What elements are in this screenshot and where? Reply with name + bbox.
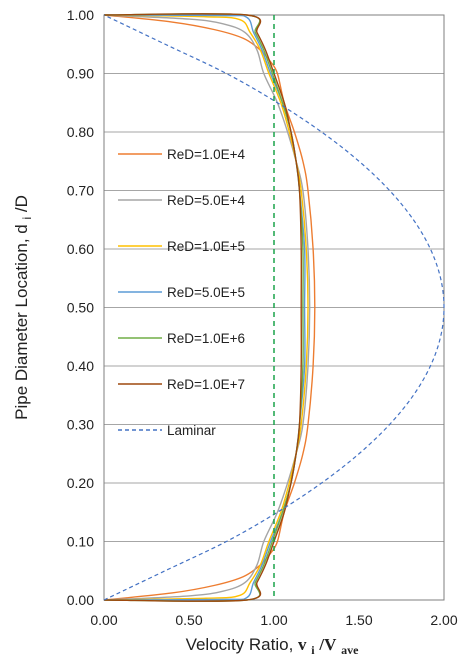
series-line-6 <box>103 14 445 601</box>
y-tick-label: 0.30 <box>67 417 94 433</box>
y-tick-label: 0.00 <box>67 592 94 608</box>
series-line-1 <box>103 14 311 601</box>
x-axis-title-sub1: i <box>311 643 315 657</box>
x-axis-title-sub2: ave <box>341 643 359 657</box>
x-axis-title: Velocity Ratio, v i /V ave <box>186 635 360 658</box>
legend-label-1: ReD=5.0E+4 <box>167 193 246 208</box>
y-tick-label: 1.00 <box>67 7 94 23</box>
series-line-2 <box>103 14 309 601</box>
y-tick-label: 0.40 <box>67 358 94 374</box>
series-line-3 <box>103 14 306 601</box>
series-line-4 <box>103 12 304 602</box>
y-tick-label: 0.50 <box>67 300 94 316</box>
x-tick-label: 1.50 <box>345 612 372 628</box>
legend-label-4: ReD=1.0E+6 <box>167 331 245 346</box>
y-tick-label: 0.90 <box>67 66 94 82</box>
y-tick-label: 0.20 <box>67 475 94 491</box>
series-lines <box>103 12 445 602</box>
y-axis-title-main: Pipe Diameter Location, d <box>12 224 31 420</box>
legend-label-3: ReD=5.0E+5 <box>167 285 245 300</box>
x-tick-label: 0.50 <box>175 612 202 628</box>
x-tick-label: 2.00 <box>430 612 457 628</box>
legend: ReD=1.0E+4 ReD=5.0E+4 ReD=1.0E+5 ReD=5.0E+5… <box>118 147 246 438</box>
legend-label-5: ReD=1.0E+7 <box>167 377 245 392</box>
y-tick-label: 0.70 <box>67 183 94 199</box>
y-axis-title-sub: i <box>20 217 34 220</box>
x-axis-title-slash: /V <box>318 635 337 654</box>
y-axis-title: Pipe Diameter Location, d i /D <box>12 195 35 420</box>
x-tick-label: 0.00 <box>90 612 117 628</box>
legend-label-2: ReD=1.0E+5 <box>167 239 245 254</box>
y-tick-label: 0.10 <box>67 534 94 550</box>
x-tick-label: 1.00 <box>260 612 287 628</box>
legend-label-6: Laminar <box>167 423 216 438</box>
legend-label-0: ReD=1.0E+4 <box>167 147 246 162</box>
y-axis-title-tail: /D <box>12 195 31 212</box>
series-line-5 <box>103 12 303 602</box>
y-tick-label: 0.60 <box>67 241 94 257</box>
y-tick-label: 0.80 <box>67 124 94 140</box>
tick-labels: 0.00 0.10 0.20 0.30 0.40 0.50 0.60 0.70 0.80 0.90… <box>67 7 458 628</box>
x-axis-title-var: v <box>298 635 307 654</box>
x-axis-title-main: Velocity Ratio, <box>186 635 294 654</box>
